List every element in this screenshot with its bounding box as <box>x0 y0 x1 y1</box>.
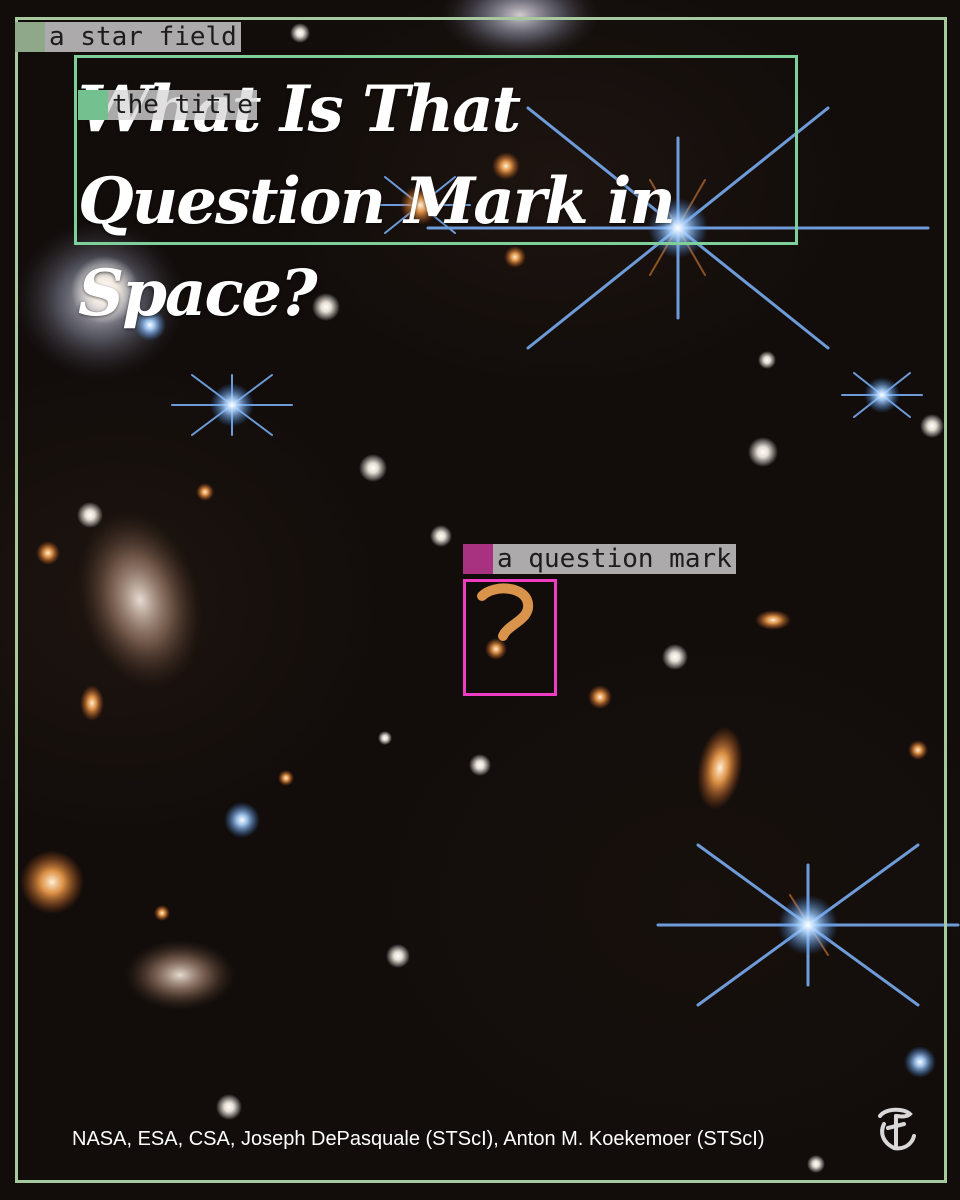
title-bounding-box <box>74 55 798 245</box>
question-mark-annotation-label: a question mark <box>463 544 736 574</box>
nyt-t-logo-icon <box>878 1107 916 1151</box>
star-field-bounding-box <box>15 17 947 1183</box>
question-mark-bounding-box <box>463 579 557 696</box>
title-annotation-label: the title <box>78 90 257 120</box>
photo-credit: NASA, ESA, CSA, Joseph DePasquale (STScI… <box>72 1128 765 1150</box>
star-field-annotation-label: a star field <box>15 22 241 52</box>
